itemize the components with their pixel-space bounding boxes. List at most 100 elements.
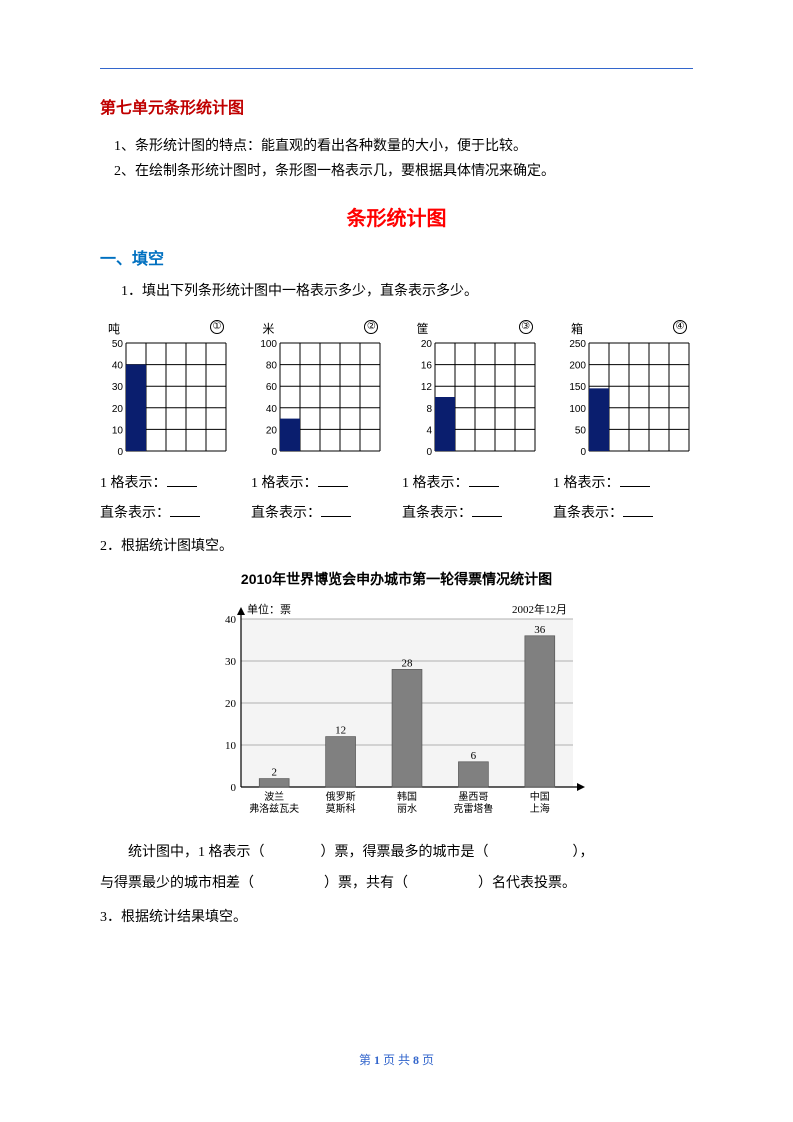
svg-text:俄罗斯: 俄罗斯 [325,790,355,803]
svg-text:中国: 中国 [529,790,549,803]
svg-text:100: 100 [261,339,278,350]
svg-text:10: 10 [112,425,124,436]
svg-text:波兰: 波兰 [264,790,284,803]
svg-text:12: 12 [335,724,346,736]
chart-svg-3: 20 16 12 8 4 0 [409,339,539,462]
bar-label-2: 直条表示： [251,502,391,522]
mini-chart-1: 吨① 50403020100 [100,320,230,462]
svg-text:28: 28 [401,657,413,669]
top-rule [100,68,693,69]
svg-text:250: 250 [569,339,586,350]
blank-field[interactable] [472,503,502,517]
grid-labels-row: 1 格表示： 1 格表示： 1 格表示： 1 格表示： [100,472,693,492]
blank-field[interactable] [167,473,197,487]
chart-unit: 箱 [571,320,583,337]
svg-text:0: 0 [580,447,586,457]
chart-svg-2: 100 80 60 40 20 0 [254,339,384,462]
expo-chart-svg: 40 30 20 10 0 单位：票 2002年12月 2 波兰弗洛兹瓦夫 12 俄罗斯莫斯科 28 韩… [100,595,693,830]
svg-text:20: 20 [225,698,237,710]
chart-number-icon: ② [364,320,378,334]
svg-text:0: 0 [426,447,432,457]
svg-text:50: 50 [575,425,587,436]
svg-text:40: 40 [112,361,124,372]
chart-unit: 米 [262,320,274,337]
svg-text:60: 60 [266,382,278,393]
svg-text:80: 80 [266,361,278,372]
footer-mid: 页 共 [380,1053,413,1067]
svg-text:36: 36 [534,624,546,636]
mini-chart-2: 米 ② 100 80 60 40 20 0 [254,320,384,462]
svg-text:上海: 上海 [529,802,549,815]
blank-field[interactable] [620,473,650,487]
expo-chart-wrap: 2010年世界博览会申办城市第一轮得票情况统计图 40 30 20 10 0 单位：票 20… [100,569,693,830]
footer-pre: 第 [359,1053,374,1067]
main-title: 条形统计图 [100,202,693,231]
label-text: 1 格表示： [553,476,620,491]
label-text: 直条表示： [553,506,623,521]
mini-chart-4: 箱④ 250200150100500 [563,320,693,462]
svg-text:单位：票: 单位：票 [247,602,291,616]
grid-label-1: 1 格表示： [100,472,240,492]
page-footer: 第 1 页 共 8 页 [0,1051,793,1068]
svg-text:20: 20 [421,339,433,350]
blank-field[interactable] [623,503,653,517]
chart-number-icon: ① [210,320,224,334]
chart-svg-1: 50403020100 [100,339,230,462]
svg-text:6: 6 [470,750,476,762]
label-text: 1 格表示： [402,476,469,491]
expo-chart-title: 2010年世界博览会申办城市第一轮得票情况统计图 [100,569,693,589]
svg-text:150: 150 [569,382,586,393]
svg-text:0: 0 [230,782,236,794]
svg-text:2: 2 [271,766,277,778]
svg-text:4: 4 [426,425,432,436]
svg-text:30: 30 [225,656,237,668]
svg-text:墨西哥: 墨西哥 [458,791,488,803]
svg-text:40: 40 [266,404,278,415]
chart-unit: 吨 [108,320,120,337]
mini-charts-row: 吨① 50403020100 米② 100806040200 筐③ 201612… [100,320,693,462]
svg-text:30: 30 [112,382,124,393]
svg-text:200: 200 [569,361,586,372]
svg-text:12: 12 [421,382,433,393]
blank-field[interactable] [170,503,200,517]
svg-text:0: 0 [272,447,278,457]
svg-text:莫斯科: 莫斯科 [325,802,355,815]
mini-chart-3: 筐③ 201612840 [409,320,539,462]
svg-text:0: 0 [117,447,123,457]
svg-text:克雷塔鲁: 克雷塔鲁 [453,802,493,815]
chart-svg-4: 250 200 150 100 50 0 [563,339,693,462]
label-text: 直条表示： [402,506,472,521]
footer-post: 页 [419,1053,434,1067]
grid-label-2: 1 格表示： [251,472,391,492]
svg-text:16: 16 [421,361,433,372]
svg-text:8: 8 [426,404,432,415]
blank-field[interactable] [318,473,348,487]
bar-label-3: 直条表示： [402,502,542,522]
svg-text:100: 100 [569,404,586,415]
svg-text:弗洛兹瓦夫: 弗洛兹瓦夫 [249,802,299,815]
intro-line-1: 1、条形统计图的特点：能直观的看出各种数量的大小，便于比较。 [100,134,693,159]
svg-text:韩国: 韩国 [397,790,417,803]
bar-labels-row: 直条表示： 直条表示： 直条表示： 直条表示： [100,502,693,522]
q2-fill-b: 与得票最少的城市相差（ ）票，共有（ ）名代表投票。 [100,869,693,900]
svg-text:10: 10 [225,740,237,752]
svg-text:2002年12月: 2002年12月 [512,602,567,616]
intro-block: 1、条形统计图的特点：能直观的看出各种数量的大小，便于比较。 2、在绘制条形统计… [100,134,693,184]
svg-text:20: 20 [112,404,124,415]
bar-label-4: 直条表示： [553,502,693,522]
blank-field[interactable] [321,503,351,517]
svg-text:40: 40 [225,614,237,626]
grid-label-4: 1 格表示： [553,472,693,492]
label-text: 直条表示： [251,506,321,521]
page-content: 第七单元条形统计图 1、条形统计图的特点：能直观的看出各种数量的大小，便于比较。… [100,68,693,934]
q2-fill-a: 统计图中，1 格表示（ ）票，得票最多的城市是（ ）， [100,838,693,869]
blank-field[interactable] [469,473,499,487]
svg-text:20: 20 [266,425,278,436]
label-text: 1 格表示： [251,476,318,491]
label-text: 1 格表示： [100,476,167,491]
intro-line-2: 2、在绘制条形统计图时，条形图一格表示几，要根据具体情况来确定。 [100,159,693,184]
question-3-text: 3．根据统计结果填空。 [100,903,693,934]
question-1-text: 1．填出下列条形统计图中一格表示多少，直条表示多少。 [100,279,693,306]
label-text: 直条表示： [100,506,170,521]
grid-label-3: 1 格表示： [402,472,542,492]
